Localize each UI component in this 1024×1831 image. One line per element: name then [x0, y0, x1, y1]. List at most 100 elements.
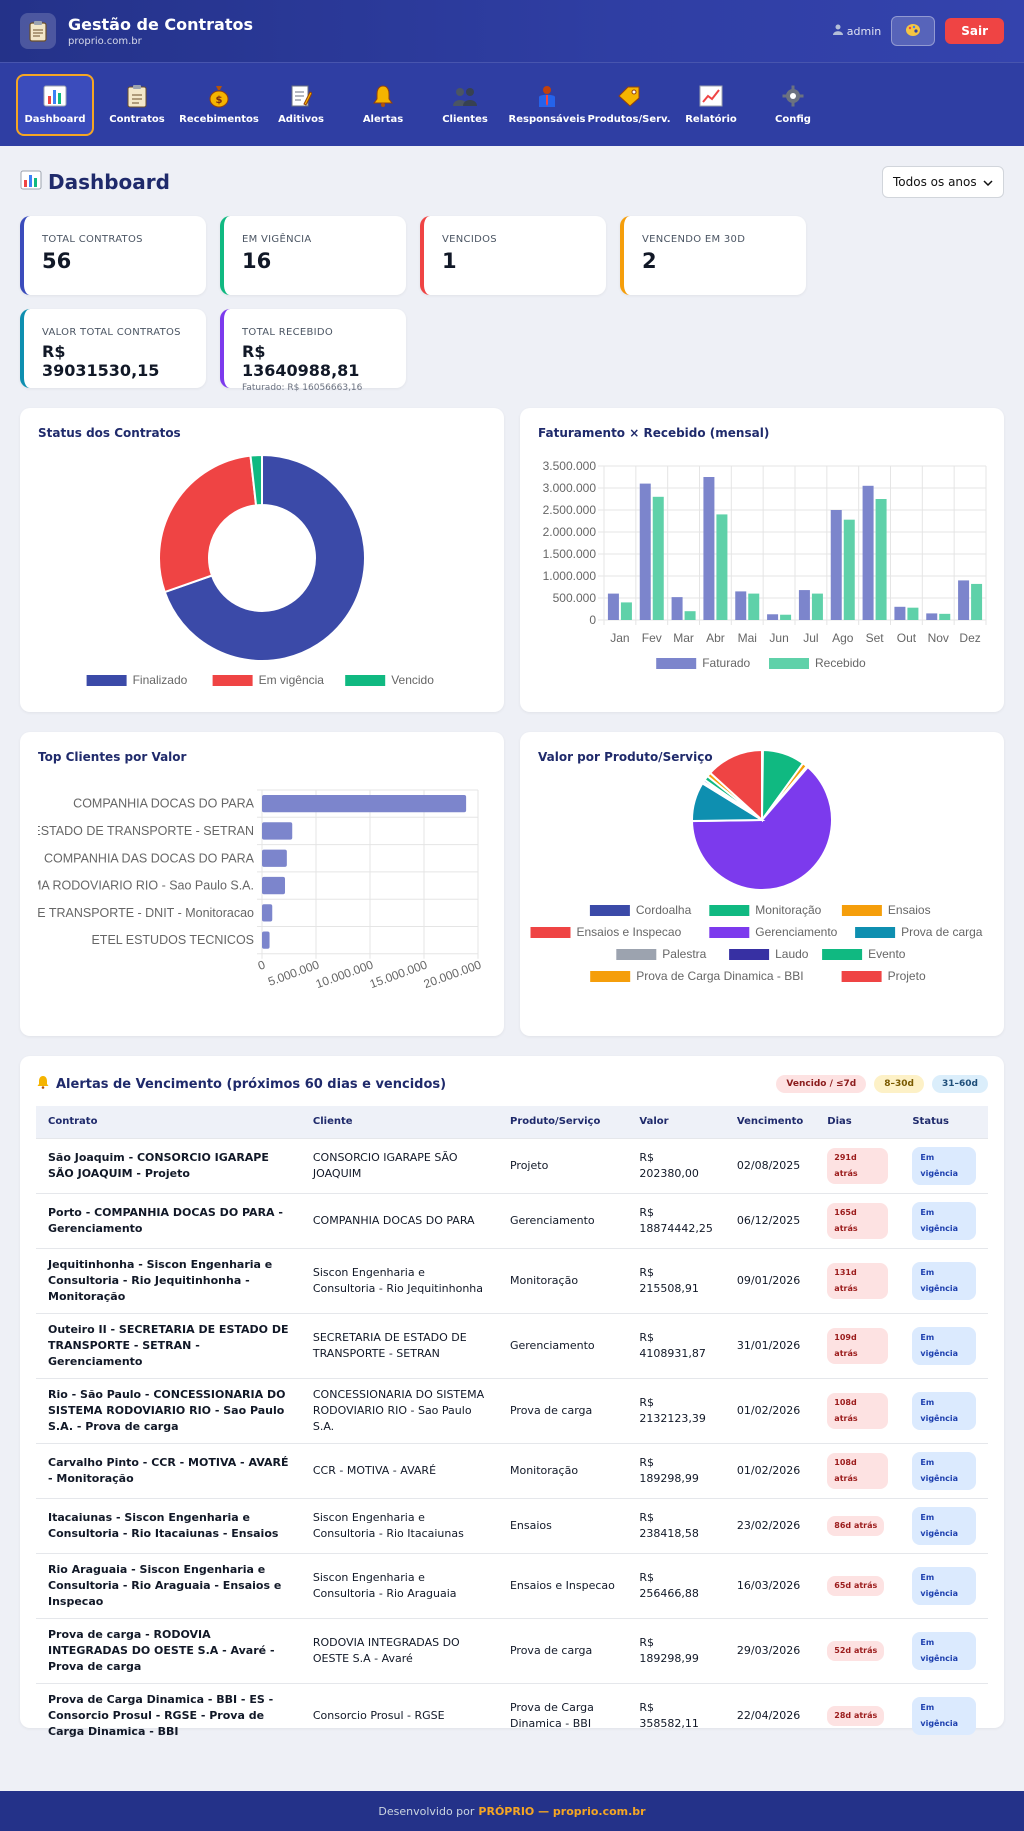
legend-swatch — [855, 927, 896, 938]
pie-slice-projeto[interactable] — [708, 748, 763, 823]
nav-item-contratos[interactable]: Contratos — [98, 74, 176, 136]
footer-brand-link[interactable]: PRÓPRIO — proprio.com.br — [478, 1804, 646, 1818]
legend-label[interactable]: Vencido — [391, 673, 434, 687]
legend-label[interactable]: Evento — [868, 947, 906, 961]
bar-recebido-abr[interactable] — [716, 514, 728, 620]
x-tick-label: Fev — [642, 631, 662, 645]
pie-slice-gerenciamento[interactable] — [690, 765, 833, 891]
nav-item-aditivos[interactable]: Aditivos — [262, 74, 340, 136]
legend-label[interactable]: Palestra — [662, 947, 706, 961]
cell-client: Siscon Engenharia e Consultoria - Rio Ar… — [300, 1552, 498, 1618]
cell-client: Consorcio Prosul - RGSE — [300, 1682, 498, 1748]
bar-faturado-mar[interactable] — [671, 597, 683, 620]
table-row[interactable]: Itacaiunas - Siscon Engenharia e Consult… — [36, 1497, 988, 1553]
nav-item-responsáveis[interactable]: Responsáveis — [508, 74, 586, 136]
client-bar[interactable] — [262, 795, 467, 813]
nav-item-produtos-serv-[interactable]: Produtos/Serv. — [587, 74, 671, 136]
legend-label[interactable]: Ensaios e Inspecao — [577, 925, 682, 939]
logout-button[interactable]: Sair — [945, 18, 1004, 44]
bar-recebido-mai[interactable] — [748, 593, 760, 620]
cell-days: 65d atrás — [815, 1552, 901, 1618]
bar-faturado-dez[interactable] — [958, 580, 970, 620]
nav-item-clientes[interactable]: Clientes — [426, 74, 504, 136]
legend-label[interactable]: Projeto — [888, 969, 926, 983]
theme-toggle-button[interactable] — [891, 16, 936, 46]
legend-label[interactable]: Monitoração — [755, 903, 821, 917]
bar-recebido-dez[interactable] — [971, 583, 983, 620]
nav-item-relatório[interactable]: Relatório — [672, 74, 750, 136]
bar-faturado-mai[interactable] — [735, 591, 747, 620]
bar-recebido-jan[interactable] — [620, 602, 632, 620]
table-row[interactable]: Carvalho Pinto - CCR - MOTIVA - AVARÉ - … — [36, 1442, 988, 1498]
client-bar[interactable] — [262, 822, 293, 840]
app-subtitle: proprio.com.br — [68, 36, 142, 47]
column-header[interactable]: Contrato — [48, 1116, 98, 1128]
bar-recebido-fev[interactable] — [652, 496, 664, 620]
year-filter-select[interactable]: Todos os anos — [882, 166, 1004, 198]
bar-faturado-abr[interactable] — [703, 477, 715, 620]
table-row[interactable]: São Joaquim - CONSORCIO IGARAPE SÃO JOAQ… — [36, 1137, 988, 1193]
bar-faturado-nov[interactable] — [926, 613, 938, 620]
legend-label[interactable]: Finalizado — [133, 673, 188, 687]
bar-faturado-jul[interactable] — [798, 590, 810, 620]
table-row[interactable]: Prova de Carga Dinamica - BBI - ES - Con… — [36, 1682, 988, 1748]
cell-days: 131d atrás — [815, 1247, 901, 1313]
nav-item-recebimentos[interactable]: $ Recebimentos — [179, 74, 259, 136]
bar-faturado-jun[interactable] — [767, 614, 779, 620]
table-row[interactable]: Prova de carga - RODOVIA INTEGRADAS DO O… — [36, 1617, 988, 1683]
legend-label[interactable]: Em vigência — [259, 673, 325, 687]
table-row[interactable]: Porto - COMPANHIA DOCAS DO PARA - Gerenc… — [36, 1192, 988, 1248]
bar-faturado-set[interactable] — [862, 485, 874, 620]
legend-label[interactable]: Prova de Carga Dinamica - BBI — [636, 969, 803, 983]
client-bar[interactable] — [262, 876, 286, 895]
bell-icon — [370, 84, 396, 108]
column-header[interactable]: Vencimento — [736, 1116, 804, 1128]
legend-label[interactable]: Gerenciamento — [755, 925, 837, 939]
days-badge: 165d atrás — [827, 1202, 889, 1239]
column-header[interactable]: Status — [912, 1116, 949, 1128]
bar-faturado-jan[interactable] — [607, 593, 619, 620]
bar-recebido-out[interactable] — [907, 607, 919, 620]
y-tick-label: 1.000.000 — [543, 569, 597, 583]
days-badge: 28d atrás — [827, 1705, 885, 1726]
bar-faturado-ago[interactable] — [830, 510, 842, 620]
pie-slice-vencido[interactable] — [249, 453, 263, 507]
bar-recebido-mar[interactable] — [684, 611, 696, 620]
pie-slice-finalizado[interactable] — [163, 453, 366, 662]
column-header[interactable]: Dias — [827, 1116, 852, 1128]
column-header[interactable]: Valor — [639, 1116, 669, 1128]
legend-label[interactable]: Faturado — [702, 656, 750, 670]
bar-recebido-nov[interactable] — [939, 613, 951, 620]
table-row[interactable]: Rio - São Paulo - CONCESSIONARIA DO SIST… — [36, 1377, 988, 1443]
page-title-text: Dashboard — [48, 170, 170, 194]
bar-recebido-set[interactable] — [875, 499, 887, 620]
column-header[interactable]: Produto/Serviço — [509, 1116, 601, 1128]
cell-product: Prova de Carga Dinamica - BBI — [497, 1682, 628, 1748]
legend-label[interactable]: Laudo — [775, 947, 809, 961]
client-bar[interactable] — [262, 931, 270, 949]
bar-faturado-fev[interactable] — [639, 483, 651, 620]
legend-label[interactable]: Recebido — [815, 656, 866, 670]
legend-swatch — [822, 949, 863, 960]
bar-recebido-jul[interactable] — [811, 593, 823, 620]
bar-recebido-jun[interactable] — [780, 614, 792, 620]
x-tick-label: Dez — [959, 631, 980, 645]
bar-faturado-out[interactable] — [894, 606, 906, 620]
legend-label[interactable]: Cordoalha — [636, 903, 692, 917]
column-header[interactable]: Cliente — [312, 1116, 353, 1128]
nav-item-dashboard[interactable]: Dashboard — [16, 73, 94, 136]
table-row[interactable]: Rio Araguaia - Siscon Engenharia e Consu… — [36, 1552, 988, 1618]
x-tick-label: Abr — [706, 631, 725, 645]
table-row[interactable]: Outeiro II - SECRETARIA DE ESTADO DE TRA… — [36, 1312, 988, 1378]
legend-label[interactable]: Prova de carga — [901, 925, 983, 939]
legend-label[interactable]: Ensaios — [888, 903, 931, 917]
client-bar[interactable] — [262, 904, 273, 922]
cell-days: 52d atrás — [815, 1617, 901, 1683]
pie-slice-em-vig-ncia[interactable] — [158, 454, 258, 594]
bar-recebido-ago[interactable] — [843, 519, 855, 620]
nav-item-alertas[interactable]: Alertas — [344, 74, 422, 136]
client-bar[interactable] — [262, 849, 287, 867]
table-row[interactable]: Jequitinhonha - Siscon Engenharia e Cons… — [36, 1247, 988, 1313]
cell-status: Em vigência — [900, 1192, 988, 1248]
nav-item-config[interactable]: Config — [754, 74, 832, 136]
